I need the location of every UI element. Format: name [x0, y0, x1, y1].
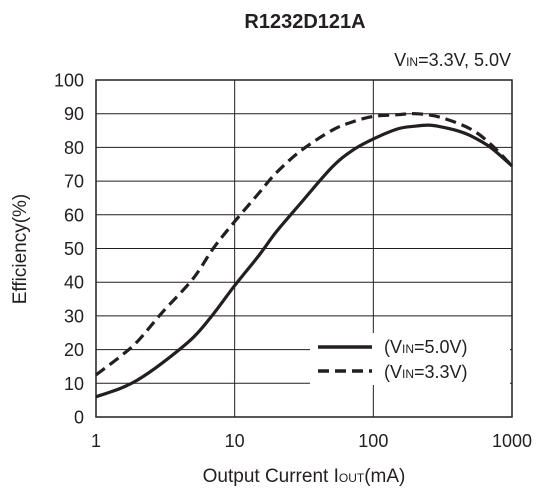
y-tick-label: 80 — [64, 138, 84, 158]
y-tick-label: 50 — [64, 239, 84, 259]
condition-label: VIN=3.3V, 5.0V — [394, 50, 511, 70]
x-tick-label: 100 — [358, 431, 388, 451]
x-axis-label-sub: OUT — [339, 471, 365, 485]
y-tick-label: 20 — [64, 340, 84, 360]
legend-label-solid: (VIN=5.0V) — [384, 337, 468, 357]
legend-label-dashed: (VIN=3.3V) — [384, 362, 468, 382]
x-tick-label: 10 — [225, 431, 245, 451]
chart-title: R1232D121A — [244, 11, 365, 33]
plot-grid — [96, 80, 512, 417]
y-tick-label: 30 — [64, 306, 84, 326]
y-tick-label: 40 — [64, 273, 84, 293]
condition-main: V — [394, 50, 406, 70]
x-tick-label: 1000 — [492, 431, 532, 451]
plot-frame — [95, 79, 513, 418]
y-tick-label: 100 — [54, 71, 84, 91]
x-axis-label-rest: (mA) — [364, 466, 405, 487]
legend-background — [310, 333, 510, 385]
y-tick-label: 70 — [64, 172, 84, 192]
x-tick-label: 1 — [91, 431, 101, 451]
y-tick-label: 90 — [64, 104, 84, 124]
x-axis-label-main: Output Current I — [203, 466, 339, 487]
condition-sub: IN — [406, 55, 418, 69]
series-group — [95, 112, 514, 399]
y-tick-label: 10 — [64, 374, 84, 394]
condition-rest: =3.3V, 5.0V — [418, 50, 511, 70]
y-axis-label: Efficiency(%) — [10, 194, 31, 305]
series-line-vin-5-0v — [95, 123, 514, 399]
y-tick-label: 0 — [74, 408, 84, 428]
y-tick-label: 60 — [64, 205, 84, 225]
x-axis-label: Output Current IOUT(mA) — [203, 466, 406, 487]
series-line-vin-3-3v — [95, 112, 514, 377]
legend: (VIN=5.0V) (VIN=3.3V) — [310, 333, 510, 385]
